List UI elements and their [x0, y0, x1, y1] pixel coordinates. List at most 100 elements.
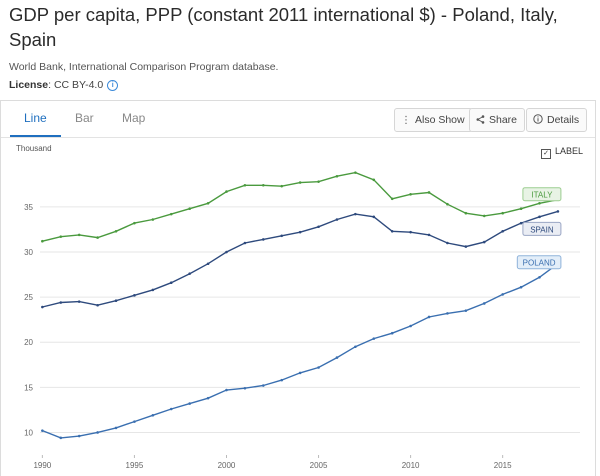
data-point-spain — [188, 272, 191, 275]
series-label-poland: POLAND — [523, 259, 556, 268]
data-point-italy — [482, 214, 486, 218]
data-point-spain — [59, 301, 63, 304]
tab-map[interactable]: Map — [122, 111, 146, 125]
data-point-spain — [464, 245, 468, 248]
data-point-poland — [133, 420, 136, 423]
data-point-poland — [262, 384, 265, 387]
data-point-italy — [464, 211, 468, 215]
data-point-italy — [372, 178, 376, 182]
data-point-spain — [427, 233, 431, 237]
data-point-spain — [446, 241, 449, 245]
data-point-poland — [298, 371, 302, 375]
details-button[interactable]: Details — [526, 108, 588, 132]
data-point-italy — [354, 171, 357, 174]
data-point-italy — [77, 233, 81, 237]
data-point-spain — [556, 210, 560, 213]
details-label: Details — [547, 114, 580, 126]
license-line: License: CC BY-4.0 i — [9, 79, 119, 91]
data-point-italy — [243, 183, 247, 187]
data-point-poland — [335, 356, 339, 359]
data-point-spain — [243, 241, 247, 245]
x-tick-label: 2005 — [310, 461, 328, 470]
data-point-spain — [372, 215, 376, 219]
tab-bar[interactable]: Bar — [75, 111, 94, 125]
y-tick-label: 10 — [24, 428, 33, 437]
data-point-poland — [464, 309, 468, 312]
page-title: GDP per capita, PPP (constant 2011 inter… — [9, 4, 558, 50]
data-point-spain — [354, 212, 357, 216]
series-line-poland — [42, 263, 559, 439]
data-point-italy — [41, 239, 44, 243]
data-point-spain — [317, 225, 320, 229]
series-label-italy: ITALY — [531, 191, 553, 200]
license-label: License — [9, 79, 49, 91]
data-point-poland — [409, 324, 412, 328]
data-point-italy — [188, 207, 191, 211]
y-tick-label: 35 — [24, 203, 33, 212]
data-point-spain — [482, 240, 486, 244]
data-point-italy — [169, 212, 173, 216]
data-point-poland — [151, 414, 155, 417]
data-point-poland — [538, 275, 541, 279]
data-point-italy — [225, 190, 228, 193]
data-point-italy — [538, 202, 541, 205]
x-tick-label: 1995 — [126, 461, 144, 470]
label-toggle[interactable]: ✓ LABEL — [541, 146, 583, 159]
x-tick-label: 1990 — [33, 461, 51, 470]
data-point-poland — [169, 407, 173, 411]
series-label-box — [516, 255, 562, 270]
data-point-poland — [77, 434, 81, 438]
data-point-spain — [114, 299, 118, 303]
data-point-italy — [317, 180, 320, 183]
y-tick-label: 20 — [24, 338, 33, 347]
data-point-poland — [482, 302, 486, 305]
share-button[interactable]: Share — [469, 108, 526, 132]
data-point-poland — [243, 386, 247, 390]
data-point-poland — [41, 429, 44, 432]
y-tick-label: 25 — [24, 293, 33, 302]
x-tick-label: 2000 — [218, 461, 236, 470]
label-checkbox[interactable]: ✓ — [541, 149, 551, 159]
data-point-spain — [133, 294, 136, 297]
license-value: : CC BY-4.0 — [48, 79, 104, 91]
also-show-label: Also Show — [415, 114, 465, 126]
data-point-poland — [59, 436, 63, 440]
data-point-spain — [390, 229, 394, 233]
data-point-italy — [427, 191, 431, 194]
y-unit-label: Thousand — [16, 144, 52, 153]
data-point-poland — [372, 337, 376, 340]
data-point-poland — [354, 345, 357, 349]
data-point-poland — [446, 312, 449, 315]
label-toggle-text: LABEL — [555, 146, 584, 156]
data-point-spain — [41, 305, 44, 309]
data-point-poland — [96, 431, 99, 434]
x-tick-label: 2015 — [494, 461, 512, 470]
also-show-button[interactable]: ⋮ Also Show — [394, 108, 473, 132]
data-point-italy — [409, 192, 412, 196]
data-point-poland — [114, 426, 118, 430]
series-label-box — [522, 187, 562, 202]
data-point-poland — [427, 315, 431, 319]
data-point-italy — [262, 183, 265, 187]
info-icon[interactable]: i — [107, 80, 119, 91]
data-point-italy — [133, 221, 136, 225]
share-icon — [476, 110, 485, 132]
data-point-italy — [390, 197, 394, 201]
y-tick-label: 15 — [24, 383, 33, 392]
data-point-spain — [519, 221, 523, 225]
data-point-italy — [206, 202, 210, 205]
more-vertical-icon: ⋮ — [401, 115, 411, 126]
data-point-spain — [280, 234, 284, 238]
data-point-spain — [501, 229, 504, 233]
data-point-poland — [317, 366, 320, 369]
data-point-spain — [538, 215, 541, 219]
y-tick-label: 30 — [24, 248, 33, 257]
series-label-box — [522, 221, 562, 236]
data-point-poland — [519, 285, 523, 289]
data-point-spain — [169, 281, 173, 284]
data-point-spain — [96, 303, 99, 307]
tab-line[interactable]: Line — [10, 101, 61, 137]
share-label: Share — [489, 114, 518, 126]
data-point-poland — [188, 402, 191, 405]
data-point-italy — [519, 207, 523, 211]
